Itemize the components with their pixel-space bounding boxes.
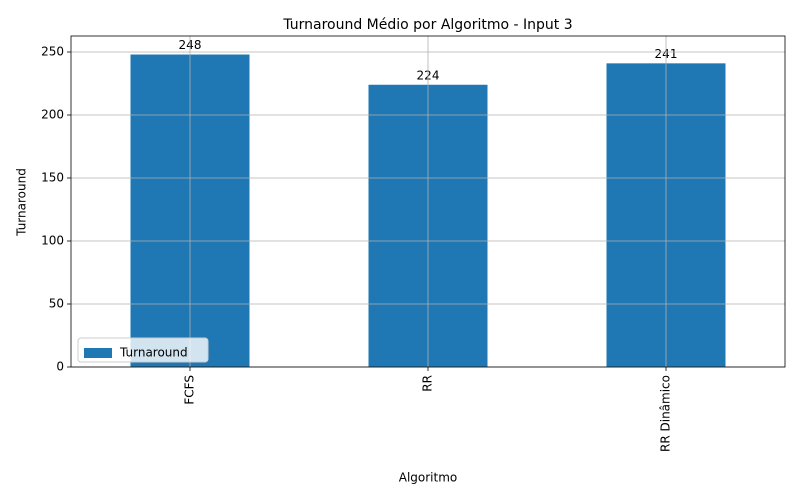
y-axis-label: Turnaround	[15, 168, 29, 237]
y-tick-label: 250	[41, 45, 64, 59]
plot-frame	[70, 35, 786, 368]
legend-label: Turnaround	[119, 346, 188, 360]
y-tick-label: 100	[41, 234, 64, 248]
x-tick-label: RR	[421, 375, 435, 392]
y-tick-label: 200	[41, 108, 64, 122]
y-tick-label: 150	[41, 171, 64, 185]
x-tick-label: RR Dinâmico	[659, 375, 673, 452]
legend-swatch	[84, 348, 112, 358]
y-tick-label: 0	[56, 360, 64, 374]
x-axis-label: Algoritmo	[399, 471, 458, 485]
chart-title: Turnaround Médio por Algoritmo - Input 3	[282, 17, 572, 33]
x-tick-label: FCFS	[183, 375, 197, 405]
y-tick-label: 50	[49, 297, 64, 311]
